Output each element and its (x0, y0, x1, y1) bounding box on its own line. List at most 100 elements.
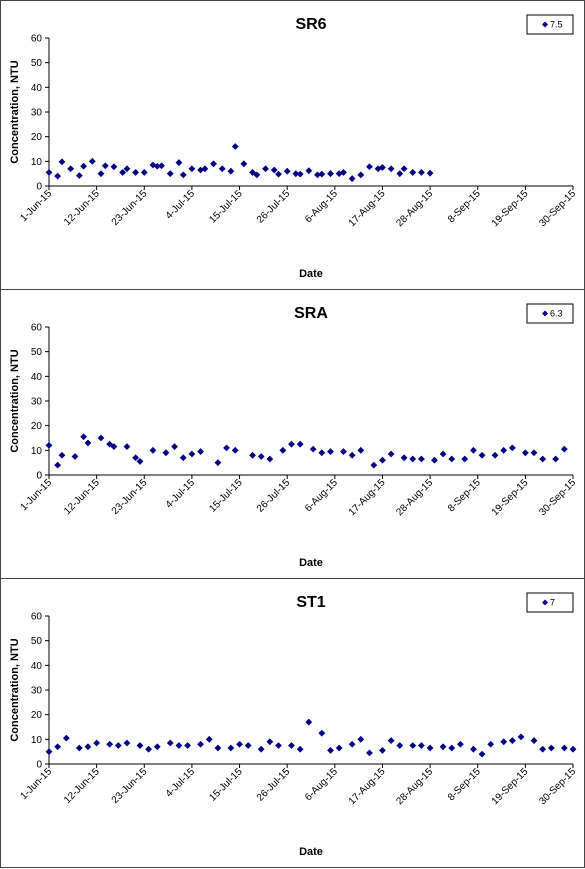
data-point (335, 744, 343, 752)
x-tick-label: 1-Jun-15 (18, 477, 54, 513)
data-point (508, 737, 516, 744)
data-point (418, 742, 425, 749)
data-point (45, 442, 53, 449)
data-point (227, 744, 235, 752)
x-tick-label: 26-Jul-15 (255, 477, 293, 515)
data-point (318, 170, 326, 178)
data-point (340, 169, 347, 176)
y-axis-label: Concentration, NTU (9, 349, 21, 452)
data-point (409, 169, 417, 176)
data-point (266, 455, 274, 463)
x-tick-label: 19-Sep-15 (490, 766, 531, 807)
legend-marker (542, 21, 548, 28)
data-point (387, 450, 395, 458)
data-point (327, 747, 334, 754)
data-point (461, 455, 469, 463)
x-tick-label: 15-Jul-15 (207, 188, 245, 226)
y-tick-label: 50 (31, 58, 43, 69)
chart-svg-st1: ST1 0 10 20 30 40 50 60 1-Jun-15 12-Jun-15 23-Jun-… (9, 592, 578, 858)
data-point (379, 456, 386, 464)
y-tick-label: 0 (36, 182, 42, 193)
data-point (80, 433, 88, 441)
y-tick-label: 40 (31, 83, 43, 94)
data-point (97, 434, 105, 442)
data-point (75, 744, 83, 752)
data-point (500, 446, 508, 454)
x-tick-label: 23-Jun-15 (110, 188, 150, 228)
chart-svg-sra: SRA 0 10 20 30 40 50 60 1-Jun-15 12-Jun-15 23-Jun-… (9, 303, 578, 569)
data-point (214, 744, 222, 752)
data-point (257, 453, 265, 460)
y-tick-label: 10 (31, 446, 43, 457)
data-point (80, 162, 88, 170)
data-point (305, 167, 313, 175)
data-point (175, 159, 183, 166)
data-point (439, 450, 447, 458)
y-tick-label: 60 (31, 612, 43, 623)
legend-label: 7.5 (550, 20, 563, 30)
data-point (140, 169, 148, 176)
x-tick-label: 23-Jun-15 (110, 477, 150, 517)
x-tick-label: 23-Jun-15 (110, 766, 150, 806)
data-point (296, 170, 304, 178)
data-point (166, 739, 174, 747)
data-point (84, 743, 92, 751)
data-point (478, 451, 486, 459)
x-tick-label: 26-Jul-15 (255, 188, 293, 226)
data-point (210, 160, 217, 168)
x-tick-label: 1-Jun-15 (18, 766, 54, 802)
data-point (374, 165, 382, 173)
y-tick-label: 30 (31, 397, 43, 408)
data-point (162, 449, 170, 457)
data-point (487, 740, 495, 748)
legend-label: 6.3 (550, 309, 563, 319)
data-point (418, 455, 425, 463)
data-point (418, 169, 425, 176)
data-point (132, 454, 140, 462)
data-point (296, 745, 304, 753)
y-tick-label: 60 (31, 34, 43, 45)
data-point (119, 169, 127, 176)
data-point (327, 170, 334, 178)
chart-panel-sr6: SR6 0 10 20 30 40 50 60 1-Jun-15 12-Jun-15 23-Jun-… (0, 0, 585, 290)
data-point (197, 448, 204, 455)
data-point (305, 718, 313, 726)
data-point (448, 744, 456, 752)
data-point (469, 745, 477, 753)
x-tick-label: 17-Aug-15 (347, 477, 388, 518)
data-point (379, 164, 386, 171)
x-tick-label: 4-Jul-15 (164, 477, 198, 511)
data-point (288, 440, 295, 448)
data-point (348, 451, 356, 459)
data-point (58, 158, 66, 166)
data-point (366, 749, 373, 757)
data-point (236, 740, 243, 748)
data-point (54, 172, 62, 180)
data-point (521, 449, 529, 457)
data-point (149, 446, 157, 454)
data-point (327, 448, 334, 455)
data-point (517, 733, 525, 741)
x-axis-label: Date (299, 268, 323, 280)
data-point (253, 171, 261, 179)
x-tick-label: 4-Jul-15 (164, 188, 198, 222)
data-point (110, 443, 118, 451)
data-point (123, 739, 131, 747)
x-tick-label: 28-Aug-15 (394, 766, 435, 807)
y-tick-label: 30 (31, 686, 43, 697)
data-point (218, 165, 226, 173)
data-point (469, 446, 477, 454)
data-point (71, 453, 79, 460)
data-point (97, 170, 105, 178)
x-tick-label: 26-Jul-15 (255, 766, 293, 804)
legend-box (526, 592, 574, 613)
legend-marker (542, 599, 548, 606)
data-point (240, 160, 248, 168)
data-point (396, 170, 404, 178)
data-point (153, 162, 161, 170)
data-point (266, 738, 274, 746)
data-point (93, 739, 101, 747)
data-point (54, 461, 62, 469)
y-tick-label: 0 (36, 471, 42, 482)
data-point (387, 165, 395, 173)
